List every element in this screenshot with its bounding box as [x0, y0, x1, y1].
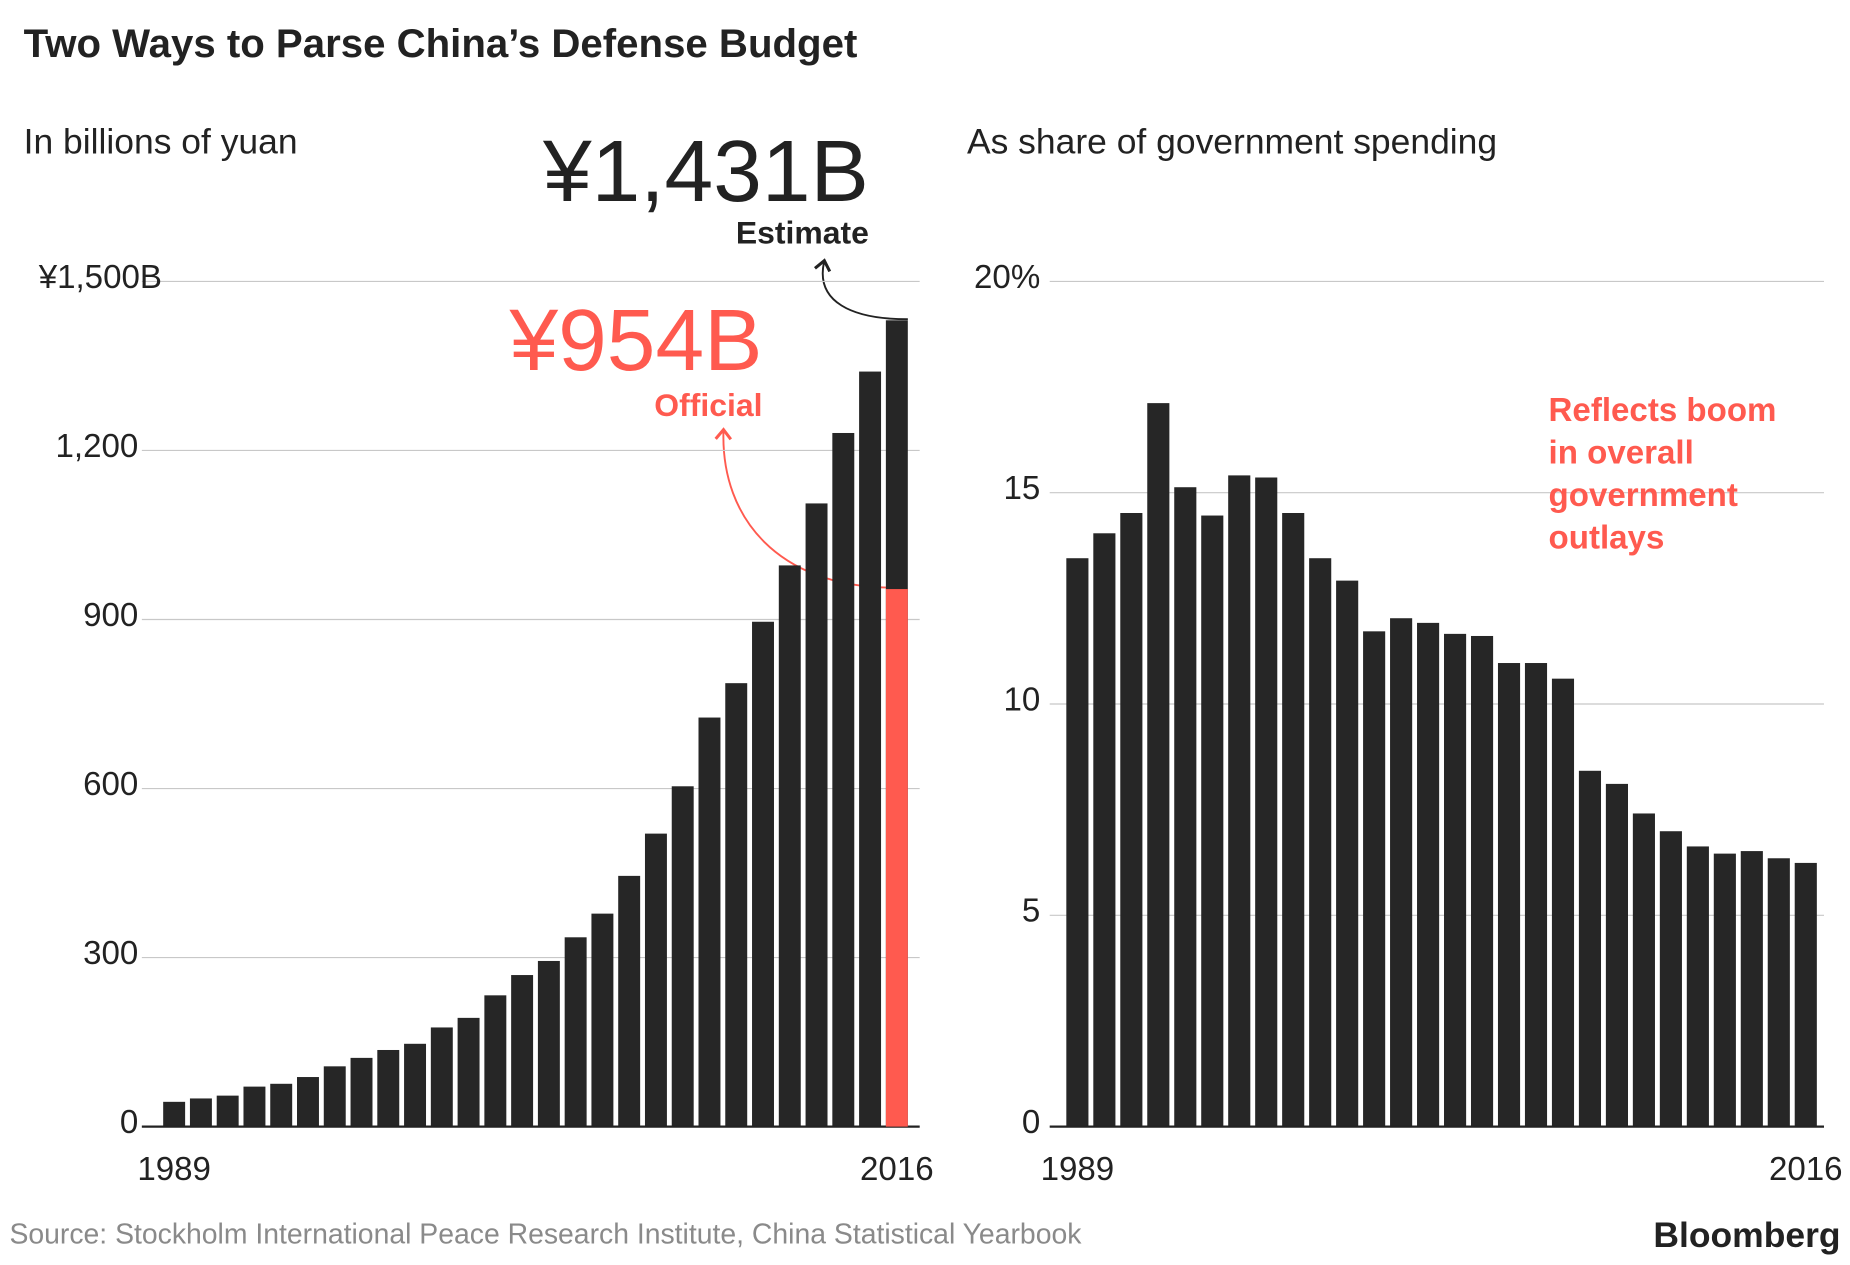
bar — [323, 1066, 346, 1127]
bar — [1794, 862, 1817, 1127]
bar — [859, 371, 882, 1127]
bar — [1066, 558, 1089, 1127]
annotation: government — [1549, 477, 1738, 514]
bar — [1444, 633, 1467, 1127]
bar — [377, 1049, 400, 1127]
y-tick-label: 900 — [83, 597, 138, 634]
bar — [216, 1095, 239, 1127]
y-tick-label: 300 — [83, 935, 138, 972]
source: Source: Stockholm International Peace Re… — [9, 1219, 1082, 1251]
bar — [1201, 515, 1224, 1127]
bar — [1551, 678, 1575, 1127]
bar — [270, 1083, 293, 1127]
official-value: ¥954B — [509, 291, 763, 389]
estimate-value: ¥1,431B — [542, 122, 869, 220]
official-label: Official — [654, 387, 762, 423]
bar — [752, 621, 774, 1127]
bar — [671, 786, 694, 1127]
bar — [1336, 580, 1359, 1127]
subtitle: In billions of yuan — [24, 122, 298, 162]
bar — [404, 1043, 427, 1127]
bar — [1632, 813, 1655, 1127]
bar — [1659, 831, 1682, 1127]
bar — [1309, 558, 1332, 1127]
bar — [618, 875, 641, 1127]
y-tick-label: 10 — [1003, 681, 1040, 718]
bar — [243, 1086, 266, 1127]
bar — [725, 683, 748, 1127]
bar — [1686, 846, 1709, 1127]
bar — [1497, 663, 1521, 1127]
bar — [778, 565, 801, 1127]
x-tick-label: 2016 — [860, 1151, 934, 1188]
bar — [1417, 622, 1440, 1127]
y-tick-label: 20% — [974, 259, 1040, 296]
y-tick-label: 5 — [1022, 893, 1040, 930]
y-tick-label: ¥1,500B — [38, 259, 162, 296]
bar — [430, 1027, 453, 1127]
bar — [1147, 403, 1170, 1127]
bar — [1120, 513, 1143, 1127]
annotation: Reflects boom — [1549, 392, 1777, 429]
bar — [591, 913, 614, 1127]
annotation: outlays — [1549, 520, 1665, 557]
y-tick-label: 600 — [83, 766, 138, 803]
title: Two Ways to Parse China’s Defense Budget — [24, 21, 858, 66]
bar — [832, 432, 855, 1127]
bar — [511, 975, 534, 1127]
bar — [1255, 477, 1278, 1127]
bar — [1713, 853, 1736, 1127]
bar — [1767, 858, 1790, 1127]
bar — [537, 960, 560, 1127]
bar — [698, 717, 721, 1127]
bar — [1363, 631, 1386, 1127]
estimate-label: Estimate — [736, 215, 869, 251]
bar — [457, 1017, 480, 1127]
bar — [189, 1098, 212, 1127]
bar — [297, 1077, 319, 1127]
bar — [350, 1057, 373, 1127]
bar — [1578, 770, 1602, 1127]
brand: Bloomberg — [1653, 1215, 1840, 1255]
bar — [1740, 851, 1763, 1127]
bar — [1390, 618, 1413, 1127]
x-tick-label: 1989 — [1041, 1151, 1115, 1188]
x-tick-label: 1989 — [137, 1151, 211, 1188]
bar — [805, 503, 828, 1127]
bar — [1174, 487, 1197, 1127]
y-tick-label: 0 — [120, 1104, 138, 1141]
bar — [484, 995, 507, 1127]
bar — [163, 1101, 186, 1127]
annotation: in overall — [1549, 434, 1694, 471]
y-tick-label: 15 — [1003, 470, 1040, 507]
bar — [1282, 513, 1305, 1127]
x-tick-label: 2016 — [1769, 1151, 1843, 1188]
bar — [1228, 475, 1251, 1127]
bar — [644, 833, 667, 1127]
bar — [1605, 783, 1628, 1127]
bar — [564, 937, 587, 1127]
subtitle: As share of government spending — [967, 122, 1497, 162]
y-tick-label: 1,200 — [56, 428, 139, 465]
bar — [1524, 663, 1548, 1127]
bar — [1470, 635, 1494, 1127]
estimate-arrow — [814, 258, 908, 321]
y-tick-label: 0 — [1022, 1104, 1040, 1141]
official-bar — [885, 589, 908, 1127]
bar — [1093, 533, 1116, 1127]
